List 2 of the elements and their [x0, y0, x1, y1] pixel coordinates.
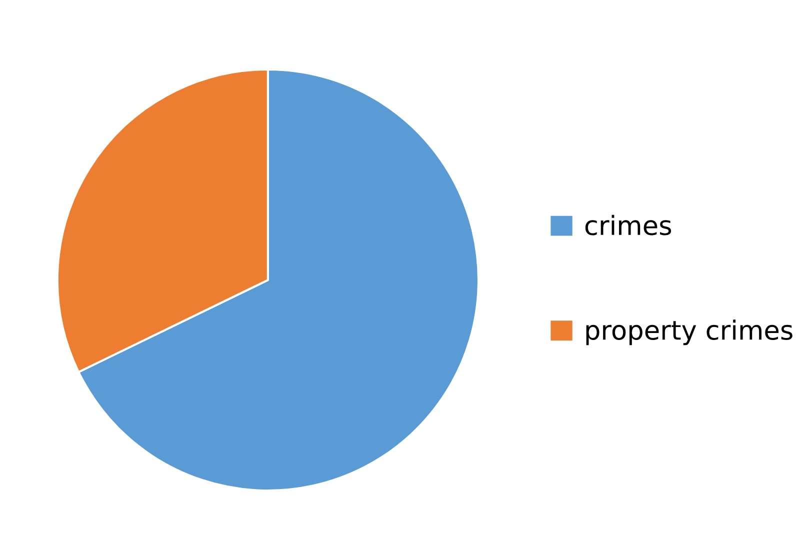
legend-label: crimes: [585, 214, 672, 236]
legend-label: property crimes: [586, 320, 792, 346]
